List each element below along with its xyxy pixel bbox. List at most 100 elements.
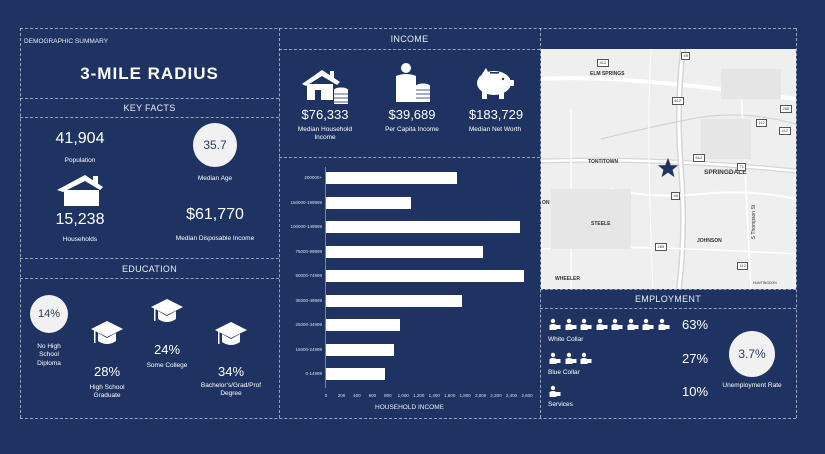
no-hs-label: No High School Diploma [37, 343, 61, 367]
bachelors-value: 34% [217, 364, 245, 379]
graduation-cap-icon [215, 322, 247, 345]
population-value: 41,904 [55, 130, 105, 147]
some-college-label: Some College [146, 362, 188, 369]
map-label-johnson: JOHNSON [697, 238, 722, 244]
graduation-cap-icon [91, 321, 123, 344]
unemployment-label: Unemployment Rate [722, 382, 782, 389]
income-bar-label: 35000-49999 [295, 297, 322, 303]
services-pct: 10% [682, 384, 709, 399]
no-hs-circle: 14% [30, 295, 68, 333]
income-bar-label: 75000-99999 [295, 248, 322, 254]
frame-top [20, 28, 796, 29]
income-xtick: 2,200 [490, 393, 502, 398]
map-label-huntingdon: HUNTINGDON [753, 281, 777, 285]
hs-grad-label: High School Graduate [89, 384, 125, 400]
unemployment-circle: 3.7% [729, 331, 775, 377]
worker-icon [642, 318, 654, 330]
median-age-value: 35.7 [203, 138, 227, 152]
worker-icon [565, 352, 576, 364]
frame-bottom [20, 418, 796, 419]
income-xtick: 800 [384, 393, 392, 398]
divider-income [279, 157, 540, 158]
income-xtick: 0 [324, 393, 328, 398]
white-collar-label: White Collar [548, 336, 584, 343]
median-disposable-income-label: Median Disposable Income [175, 235, 255, 242]
blue-collar-pct: 27% [682, 351, 709, 366]
income-xtick: 1,600 [444, 393, 456, 398]
income-title: INCOME [390, 34, 429, 44]
map-label-wheeler: WHEELER [555, 276, 580, 282]
map-label-steele: STEELE [591, 221, 611, 227]
income-xtick: 1,000 [397, 393, 409, 398]
income-xtick: 2,400 [505, 393, 518, 398]
house-icon [57, 175, 103, 206]
worker-icon [549, 352, 561, 364]
location-star-icon [657, 157, 679, 178]
income-xtick: 200 [337, 393, 346, 398]
divider-map [540, 289, 796, 290]
key-facts-title: KEY FACTS [123, 103, 176, 113]
location-map[interactable]: ELM SPRINGS TONTITOWN SPRINGDALE STEELE … [541, 49, 796, 289]
map-label-tontitown: TONTITOWN [588, 159, 619, 165]
worker-icon [580, 318, 592, 330]
income-xtick: 2,000 [474, 393, 487, 398]
income-bar [326, 245, 483, 258]
route-shield: 112 [737, 262, 749, 270]
income-bar [326, 221, 521, 233]
chart-axis-line [325, 167, 326, 388]
house-with-coins-icon [302, 70, 348, 104]
divider-keyfacts-bottom [20, 117, 279, 118]
divider-employment [540, 308, 796, 309]
per-capita-income-label: Per Capita Income [385, 126, 439, 133]
worker-icon [549, 318, 561, 330]
income-bar [326, 294, 463, 307]
divider-col2 [540, 28, 541, 418]
demographic-summary-label: DEMOGRAPHIC SUMMARY [24, 38, 109, 45]
no-hs-value: 14% [37, 308, 61, 320]
route-shield: 612 [693, 154, 705, 162]
income-bar [326, 319, 401, 331]
unemployment-value: 3.7% [738, 347, 766, 361]
income-bar-label: 150000-199999 [290, 199, 322, 205]
route-shield: 412 [597, 59, 609, 67]
worker-icon [580, 352, 592, 364]
route-shield: 412 [779, 127, 791, 135]
income-bar [326, 196, 412, 209]
employment-title: EMPLOYMENT [634, 294, 701, 304]
worker-icon [611, 318, 623, 330]
services-label: Services [548, 401, 573, 408]
median-age-circle: 35.7 [193, 123, 237, 167]
income-xtick: 1,200 [413, 393, 425, 398]
income-xtick: 2,600 [521, 393, 533, 398]
divider-keyfacts [20, 98, 279, 99]
person-with-coins-icon [396, 63, 430, 102]
households-label: Households [62, 236, 98, 243]
route-shield: 49 [671, 192, 681, 200]
route-shield: 71 [737, 163, 747, 171]
white-collar-pct: 63% [682, 317, 709, 332]
worker-icon [565, 318, 576, 330]
income-bar-label: 50000-74999 [295, 273, 322, 278]
income-xtick: 1,400 [428, 393, 440, 398]
route-shield: 112 [756, 119, 768, 127]
route-shield: 265 [655, 243, 667, 251]
divider-education [20, 258, 279, 259]
per-capita-income-value: $39,689 [388, 107, 436, 122]
map-label-elm-springs: ELM SPRINGS [590, 71, 625, 77]
divider-income-title [279, 49, 540, 50]
graduation-cap-icon [151, 299, 183, 322]
income-bar [326, 343, 395, 356]
route-shield: 612 [672, 97, 684, 105]
route-shield: 49 [681, 52, 691, 60]
households-value: 15,238 [55, 211, 105, 228]
income-bar-label: 0-14999 [305, 371, 322, 376]
frame-right [796, 28, 797, 418]
chart-xlabel: HOUSEHOLD INCOME [375, 404, 444, 411]
worker-icon [658, 318, 669, 330]
piggy-bank-icon [477, 68, 514, 99]
map-label-thompson: S Thompson St [751, 204, 758, 240]
median-disposable-income-value: $61,770 [186, 206, 244, 223]
frame-left [20, 28, 21, 418]
median-age-label: Median Age [197, 175, 233, 182]
radius-title: 3-MILE RADIUS [80, 64, 219, 83]
